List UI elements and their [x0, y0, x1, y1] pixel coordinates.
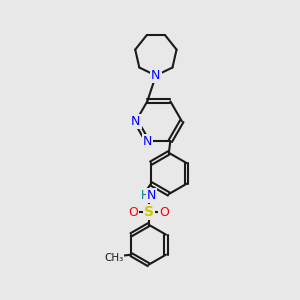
Text: O: O [128, 206, 138, 219]
Text: CH₃: CH₃ [104, 253, 123, 262]
Text: N: N [143, 134, 152, 148]
Text: N: N [131, 115, 141, 128]
Text: S: S [144, 205, 154, 219]
Text: N: N [151, 69, 160, 82]
Text: H: H [141, 189, 150, 202]
Text: N: N [147, 189, 156, 202]
Text: O: O [159, 206, 169, 219]
